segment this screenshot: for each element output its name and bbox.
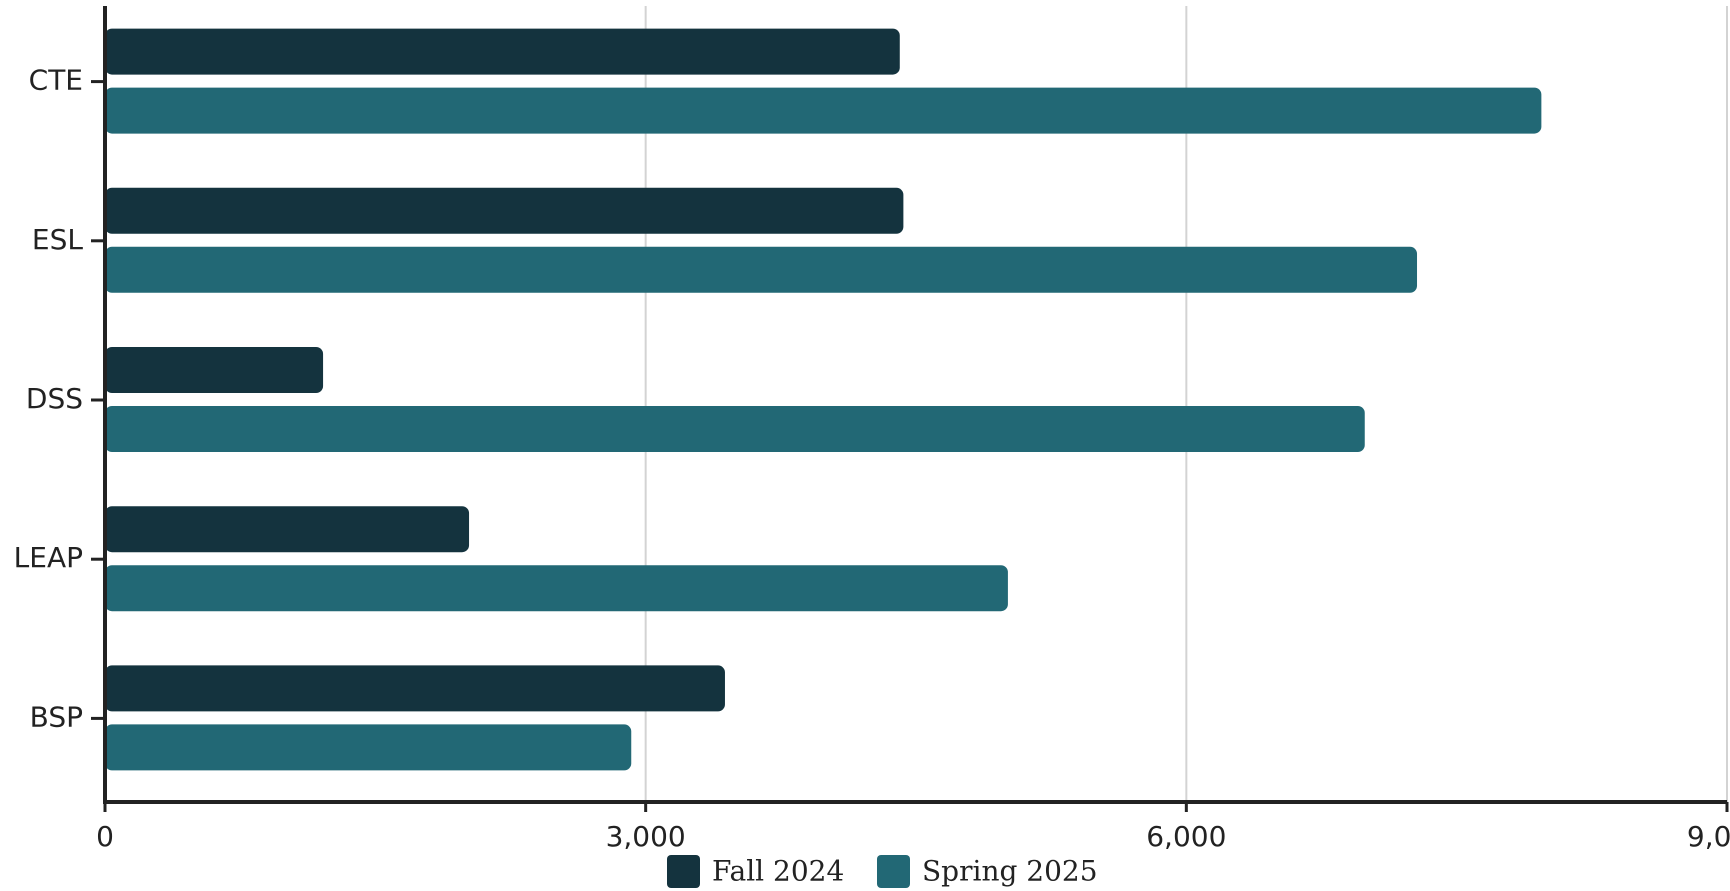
y-tick-label: ESL	[32, 223, 83, 256]
legend-label: Spring 2025	[922, 855, 1098, 888]
bar	[105, 406, 1365, 452]
x-tick-label: 3,000	[606, 820, 686, 853]
bar	[105, 506, 470, 553]
bar	[105, 665, 725, 712]
bar	[105, 565, 1008, 612]
x-tick-label: 6,000	[1146, 820, 1226, 853]
bar	[105, 28, 900, 75]
legend: Fall 2024 Spring 2025	[667, 855, 1098, 888]
x-tick-label: 0	[96, 820, 114, 853]
bar	[105, 347, 324, 393]
y-tick-label: BSP	[30, 700, 83, 733]
y-tick-label: DSS	[26, 382, 83, 415]
bar	[105, 87, 1542, 134]
legend-swatch	[667, 855, 700, 888]
legend-label: Fall 2024	[712, 855, 844, 888]
bar	[105, 246, 1418, 293]
bar	[105, 724, 632, 771]
y-tick-label: CTE	[29, 64, 83, 97]
bar	[105, 187, 904, 234]
x-tick-label: 9,000	[1687, 820, 1730, 853]
legend-swatch	[877, 855, 910, 888]
y-tick-label: LEAP	[14, 541, 83, 574]
